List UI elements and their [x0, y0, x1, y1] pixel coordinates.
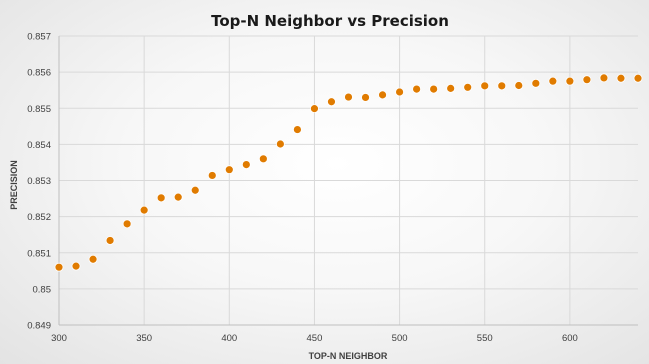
data-point-0-22	[429, 84, 439, 94]
data-point-0-15	[310, 104, 319, 114]
data-point-0-26	[497, 81, 507, 91]
data-point-0-21	[412, 84, 422, 94]
data-point-0-14	[293, 125, 302, 134]
y-axis-title: PRECISION	[9, 160, 19, 210]
data-point-0-4	[122, 219, 132, 229]
tick-labels: 0.849 0.85 0.851 0.852 0.853 0.854 0.855 0.856 0…	[27, 32, 578, 345]
data-points	[54, 73, 643, 272]
x-axis-title: TOP-N NEIGHBOR	[309, 351, 388, 361]
data-point-0-27	[514, 81, 524, 90]
data-point-0-2	[88, 254, 98, 264]
data-point-0-19	[378, 90, 387, 100]
grid-lines	[58, 35, 638, 326]
data-point-0-16	[327, 97, 336, 107]
data-point-0-9	[207, 171, 217, 180]
data-point-0-33	[616, 73, 626, 83]
data-point-0-12	[258, 154, 268, 164]
data-point-0-6	[156, 193, 166, 203]
data-point-0-31	[582, 75, 592, 85]
y-tick-label-5: 0.854	[27, 140, 51, 151]
data-point-0-3	[105, 236, 115, 245]
data-point-0-0	[54, 262, 64, 272]
y-tick-label-0: 0.849	[27, 321, 51, 332]
x-tick-label-1: 350	[136, 333, 152, 344]
data-point-0-34	[633, 73, 643, 83]
data-point-0-5	[139, 205, 149, 215]
data-point-0-11	[241, 160, 251, 170]
x-tick-label-5: 550	[477, 333, 493, 344]
data-point-0-13	[275, 139, 285, 149]
y-tick-label-4: 0.853	[27, 176, 51, 187]
data-point-0-8	[190, 185, 200, 195]
data-point-0-28	[531, 78, 541, 88]
data-point-0-10	[224, 165, 234, 175]
data-point-0-18	[361, 93, 370, 102]
data-point-0-23	[446, 83, 456, 93]
y-tick-label-2: 0.851	[27, 248, 51, 259]
x-tick-label-4: 500	[392, 333, 408, 344]
data-point-0-17	[344, 92, 353, 102]
data-point-0-7	[173, 192, 183, 202]
y-tick-label-6: 0.855	[27, 104, 51, 115]
y-tick-label-1: 0.85	[33, 284, 52, 295]
x-tick-label-6: 600	[562, 333, 578, 344]
data-point-0-24	[463, 82, 473, 92]
data-point-0-30	[565, 76, 575, 86]
y-tick-label-7: 0.856	[27, 68, 51, 79]
x-tick-label-3: 450	[307, 333, 323, 344]
x-tick-label-2: 400	[221, 333, 237, 344]
x-tick-label-0: 300	[51, 333, 67, 344]
data-point-0-32	[599, 73, 609, 83]
data-point-0-25	[480, 81, 490, 91]
axes	[58, 36, 638, 326]
y-tick-label-8: 0.857	[27, 32, 51, 43]
chart-title: Top-N Neighbor vs Precision	[211, 12, 449, 30]
data-point-0-1	[71, 261, 81, 271]
y-tick-label-3: 0.852	[27, 212, 51, 223]
data-point-0-29	[548, 76, 558, 86]
data-point-0-20	[395, 87, 404, 97]
